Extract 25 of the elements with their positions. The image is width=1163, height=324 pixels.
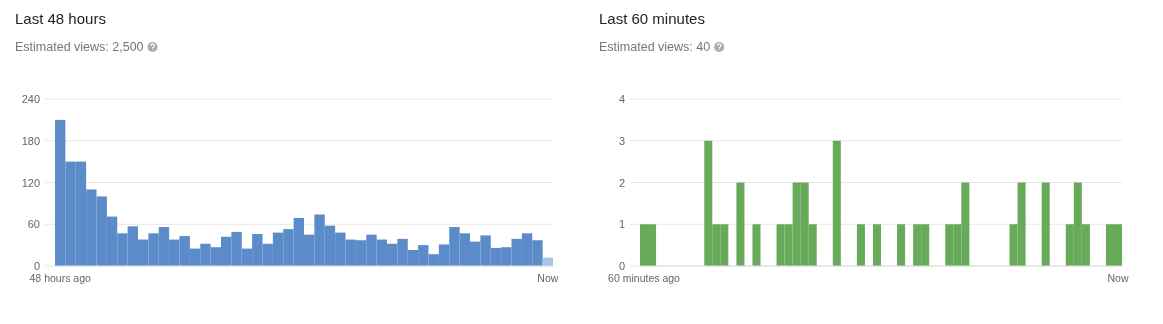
- bar: [736, 182, 745, 266]
- bar: [897, 224, 906, 266]
- bar: [1041, 182, 1050, 266]
- y-tick-label: 2: [618, 176, 625, 189]
- y-tick-label: 0: [618, 260, 625, 273]
- chart-subtitle: Estimated views: 2,500: [15, 40, 144, 54]
- chart-title: Last 60 minutes: [599, 10, 705, 27]
- y-tick-label: 180: [21, 134, 40, 147]
- y-tick-label: 120: [21, 176, 40, 189]
- y-tick-label: 60: [27, 218, 40, 231]
- x-tick-label: Now: [1107, 272, 1129, 285]
- y-tick-label: 1: [618, 218, 625, 231]
- bar: [752, 224, 761, 266]
- bar: [856, 224, 865, 266]
- chart-subtitle: Estimated views: 40: [599, 40, 711, 54]
- y-tick-label: 0: [33, 260, 40, 273]
- y-tick-label: 240: [21, 93, 40, 106]
- y-tick-label: 4: [618, 93, 625, 106]
- chart-title: Last 48 hours: [15, 10, 106, 27]
- y-tick-label: 3: [618, 134, 625, 147]
- x-tick-label: 48 hours ago: [29, 272, 91, 285]
- x-tick-label: 60 minutes ago: [608, 272, 681, 285]
- x-tick-label: Now: [537, 272, 559, 285]
- bar: [832, 140, 841, 266]
- bar: [872, 224, 881, 266]
